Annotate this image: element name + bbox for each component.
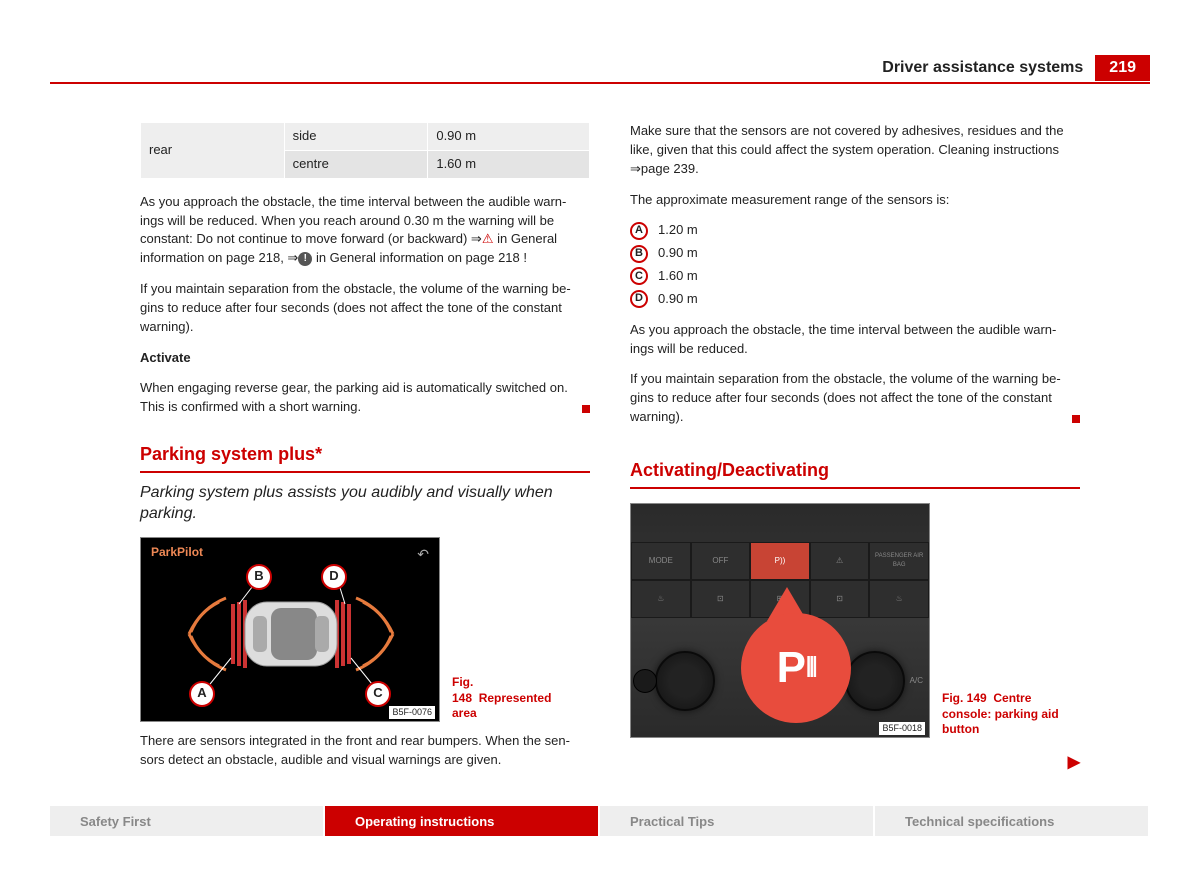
range-val: 1.60 m [658, 267, 698, 286]
section-heading-activating: Activating/Deactivating [630, 457, 1080, 489]
range-key: C [630, 267, 648, 285]
table-cell: rear [141, 123, 285, 179]
page-number: 219 [1095, 55, 1150, 81]
body-text: If you maintain separation from the obst… [630, 370, 1080, 427]
centre-console-image: MODE OFF P)) ⚠ PASSENGER AIR BAG ♨ ⊡ ⊞ ⊡… [630, 503, 930, 738]
range-val: 0.90 m [658, 244, 698, 263]
footer-tab-operating[interactable]: Operating instructions [325, 806, 598, 836]
range-key: A [630, 222, 648, 240]
range-key: D [630, 290, 648, 308]
range-item: B 0.90 m [630, 244, 1080, 263]
sensor-arcs-svg [141, 538, 441, 723]
body-text: As you approach the obstacle, the time i… [630, 321, 1080, 359]
table-row: rear side 0.90 m [141, 123, 590, 151]
text: in General information on page 218 ! [312, 250, 527, 265]
console-btn-parking: P)) [750, 542, 810, 580]
section-end-icon [1072, 415, 1080, 423]
section-title: Driver assistance systems [882, 59, 1083, 77]
info-icon: ! [298, 252, 312, 266]
callout-circle: P⦀ [741, 613, 851, 723]
continue-arrow-icon: ▶ [1068, 752, 1080, 772]
table-cell: 1.60 m [428, 150, 590, 178]
text: If you maintain separation from the obst… [630, 371, 1061, 424]
body-text: Make sure that the sensors are not cover… [630, 122, 1080, 179]
text: When engaging reverse gear, the parking … [140, 380, 568, 414]
section-end-icon [582, 405, 590, 413]
body-text: The approximate measurement range of the… [630, 191, 1080, 210]
range-item: C 1.60 m [630, 267, 1080, 286]
console-btn: OFF [691, 542, 751, 580]
figure-code: B5F-0018 [879, 722, 925, 735]
footer-tab-safety[interactable]: Safety First [50, 806, 323, 836]
content-area: rear side 0.90 m centre 1.60 m As you ap… [140, 122, 1080, 776]
console-dial-left [655, 651, 715, 711]
subheading-activate: Activate [140, 349, 590, 368]
section-subtitle: Parking system plus assists you audibly … [140, 483, 590, 525]
parking-button-callout: P⦀ [741, 613, 851, 723]
range-item: A 1.20 m [630, 221, 1080, 240]
table-cell: centre [284, 150, 428, 178]
footer-tab-practical[interactable]: Practical Tips [600, 806, 873, 836]
figure-148: ParkPilot ↶ [140, 537, 590, 722]
range-val: 0.90 m [658, 290, 698, 309]
console-btn: ⚠ [810, 542, 870, 580]
section-heading-parking-plus: Parking system plus* [140, 441, 590, 473]
range-key: B [630, 245, 648, 263]
parkpilot-diagram: ParkPilot ↶ [140, 537, 440, 722]
body-text: There are sensors integrated in the fron… [140, 732, 590, 770]
caption-num: Fig. 149 [942, 691, 987, 705]
figure-code: B5F-0076 [389, 706, 435, 719]
callout-d: D [321, 564, 347, 590]
console-dial-right: A/C [845, 651, 905, 711]
footer-tabs: Safety First Operating instructions Prac… [50, 806, 1150, 836]
callout-b: B [246, 564, 272, 590]
console-btn: MODE [631, 542, 691, 580]
body-text: When engaging reverse gear, the parking … [140, 379, 590, 417]
callout-a: A [189, 681, 215, 707]
measurement-table: rear side 0.90 m centre 1.60 m [140, 122, 590, 179]
console-knob [633, 669, 657, 693]
left-column: rear side 0.90 m centre 1.60 m As you ap… [140, 122, 590, 776]
body-text: As you approach the obstacle, the time i… [140, 193, 590, 268]
figure-caption: Fig. 148 Represented area [452, 675, 572, 722]
callout-c: C [365, 681, 391, 707]
warning-icon: ⚠ [482, 231, 494, 246]
figure-149: MODE OFF P)) ⚠ PASSENGER AIR BAG ♨ ⊡ ⊞ ⊡… [630, 503, 1080, 738]
parking-icon: P⦀ [777, 636, 816, 700]
header-divider [50, 82, 1150, 84]
figure-caption: Fig. 149 Centre console: parking aid but… [942, 691, 1062, 738]
page-header: Driver assistance systems 219 [882, 55, 1150, 81]
table-cell: side [284, 123, 428, 151]
console-btn: ♨ [869, 580, 929, 618]
right-column: Make sure that the sensors are not cover… [630, 122, 1080, 776]
console-btn: ♨ [631, 580, 691, 618]
sensor-range-list: A 1.20 m B 0.90 m C 1.60 m D 0.90 m [630, 221, 1080, 308]
body-text: If you maintain separation from the obst… [140, 280, 590, 337]
footer-tab-technical[interactable]: Technical specifications [875, 806, 1148, 836]
caption-num: Fig. 148 [452, 675, 473, 705]
range-val: 1.20 m [658, 221, 698, 240]
console-button-row: MODE OFF P)) ⚠ PASSENGER AIR BAG [631, 542, 929, 580]
range-item: D 0.90 m [630, 290, 1080, 309]
console-btn: PASSENGER AIR BAG [869, 542, 929, 580]
table-cell: 0.90 m [428, 123, 590, 151]
